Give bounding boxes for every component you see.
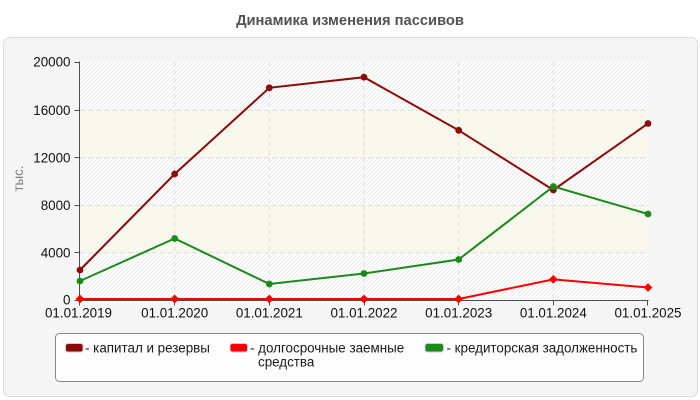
svg-text:- кредиторская задолженность: - кредиторская задолженность xyxy=(447,341,638,356)
svg-text:12000: 12000 xyxy=(33,150,70,165)
svg-text:01.01.2020: 01.01.2020 xyxy=(141,306,208,321)
svg-text:01.01.2023: 01.01.2023 xyxy=(425,306,492,321)
svg-text:01.01.2022: 01.01.2022 xyxy=(330,306,397,321)
svg-text:01.01.2021: 01.01.2021 xyxy=(236,306,303,321)
svg-text:4000: 4000 xyxy=(41,245,71,260)
svg-text:Динамика изменения пассивов: Динамика изменения пассивов xyxy=(236,13,464,29)
svg-text:- долгосрочные заемные: - долгосрочные заемные xyxy=(250,341,404,356)
svg-text:средства: средства xyxy=(258,355,315,370)
svg-text:8000: 8000 xyxy=(41,198,71,213)
svg-text:01.01.2025: 01.01.2025 xyxy=(614,306,681,321)
svg-text:- капитал и резервы: - капитал и резервы xyxy=(85,341,210,356)
svg-text:тыс.: тыс. xyxy=(11,165,26,191)
svg-text:20000: 20000 xyxy=(33,55,70,70)
svg-text:01.01.2024: 01.01.2024 xyxy=(520,306,588,321)
svg-text:16000: 16000 xyxy=(33,103,70,118)
svg-text:01.01.2019: 01.01.2019 xyxy=(45,306,112,321)
svg-text:0: 0 xyxy=(63,293,70,308)
